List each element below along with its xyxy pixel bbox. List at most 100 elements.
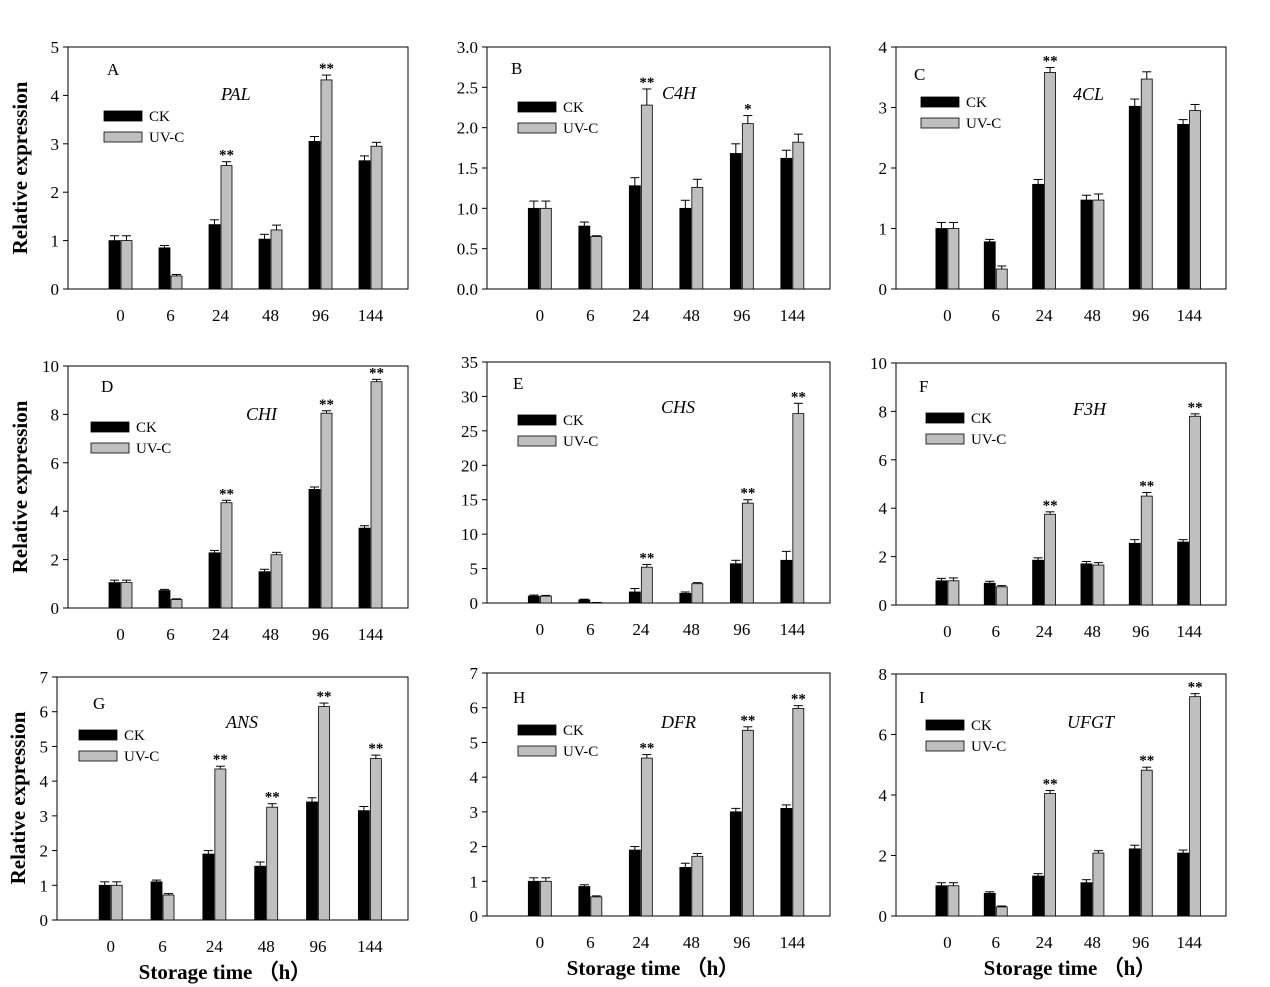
bar-ck: [306, 801, 318, 921]
significance-label: **: [319, 61, 334, 77]
legend-label-uvc: UV-C: [149, 130, 184, 146]
y-tick-label: 5: [470, 733, 479, 752]
bar-ck: [1128, 848, 1141, 917]
bar-uvc: [741, 729, 754, 917]
significance-label: **: [1043, 54, 1058, 70]
bar-uvc: [1140, 78, 1153, 290]
bar-uvc: [640, 566, 653, 604]
bar-ck: [308, 489, 321, 609]
bar-ck: [983, 582, 996, 606]
bar-uvc: [1044, 793, 1056, 917]
bar-uvc: [947, 228, 960, 290]
x-tick-label: 144: [358, 625, 384, 644]
x-tick-label: 6: [992, 933, 1001, 952]
y-tick-label: 4: [879, 38, 888, 57]
gene-name: CHS: [661, 397, 695, 417]
bar-ck: [935, 228, 948, 290]
bar-ck: [729, 153, 742, 290]
bar-uvc: [110, 884, 123, 921]
x-tick-label: 0: [536, 620, 545, 639]
y-tick-label: 3.0: [457, 38, 478, 57]
legend-swatch-uvc: [517, 745, 557, 757]
bar-ck: [780, 807, 793, 917]
y-tick-label: 6: [879, 726, 888, 745]
gene-name: PAL: [220, 84, 251, 104]
x-tick-label: 6: [586, 620, 595, 639]
bar-ck: [527, 207, 540, 290]
y-tick-label: 0: [470, 594, 479, 613]
bar-uvc: [162, 894, 175, 921]
y-tick-label: 6: [40, 703, 49, 722]
x-tick-label: 24: [632, 620, 650, 639]
bar-ck: [780, 559, 793, 604]
significance-label: **: [319, 397, 334, 413]
significance-label: **: [639, 741, 654, 757]
bar-ck: [358, 160, 371, 290]
bar-ck: [729, 563, 742, 604]
y-tick-label: 4: [40, 772, 49, 791]
bar-uvc: [1092, 564, 1105, 606]
legend-swatch-ck: [920, 96, 960, 108]
bar-uvc: [320, 79, 333, 290]
y-tick-label: 35: [461, 353, 478, 372]
legend-label-uvc: UV-C: [563, 434, 598, 450]
bar-uvc: [1092, 199, 1105, 290]
panel-a: 0 1 2 3 4 5 0 6 ** 24 48 ** 96 144 A PAL CK UV-C: [51, 38, 409, 325]
significance-label: **: [317, 689, 332, 705]
x-tick-label: 48: [1084, 306, 1101, 325]
bar-uvc: [170, 275, 183, 290]
x-tick-label: 96: [1132, 622, 1149, 641]
y-tick-label: 0: [51, 599, 60, 618]
bar-ck: [308, 140, 321, 290]
x-tick-label: 96: [733, 306, 750, 325]
x-tick-label: 48: [683, 306, 700, 325]
legend-label-ck: CK: [966, 95, 987, 111]
significance-label: **: [1188, 400, 1203, 416]
legend-swatch-uvc: [925, 740, 965, 752]
legend-label-uvc: UV-C: [971, 739, 1006, 755]
bar-ck: [1177, 541, 1189, 606]
y-tick-label: 0: [879, 907, 888, 926]
legend-swatch-ck: [517, 101, 557, 113]
x-axis-title: Storage time （h）: [139, 960, 312, 984]
legend-swatch-ck: [78, 729, 118, 741]
bar-ck: [358, 527, 371, 609]
legend-swatch-uvc: [103, 131, 143, 143]
bar-ck: [628, 591, 641, 604]
bar-ck: [1032, 559, 1044, 606]
significance-label: *: [744, 102, 752, 118]
bar-ck: [254, 865, 267, 921]
y-tick-label: 2: [40, 842, 49, 861]
y-tick-label: 2.5: [457, 78, 478, 97]
gene-name: F3H: [1072, 399, 1107, 419]
x-tick-label: 0: [116, 625, 125, 644]
x-tick-label: 0: [116, 306, 125, 325]
y-tick-label: 10: [870, 354, 887, 373]
legend-swatch-uvc: [78, 750, 118, 762]
y-tick-label: 3: [51, 135, 60, 154]
bar-ck: [108, 240, 121, 290]
y-tick-label: 3: [40, 807, 49, 826]
x-tick-label: 24: [212, 625, 230, 644]
y-tick-label: 6: [879, 451, 888, 470]
x-tick-label: 96: [733, 620, 750, 639]
legend-label-uvc: UV-C: [563, 744, 598, 760]
x-tick-label: 144: [1176, 622, 1202, 641]
plot-frame: [895, 362, 1227, 606]
plot-frame: [67, 46, 409, 290]
y-tick-label: 8: [51, 405, 60, 424]
significance-label: **: [1188, 680, 1203, 696]
y-tick-label: 2: [879, 847, 888, 866]
x-tick-label: 24: [632, 306, 650, 325]
bar-uvc: [214, 768, 227, 921]
y-tick-label: 2: [879, 159, 888, 178]
bar-ck: [983, 892, 996, 917]
bar-uvc: [590, 896, 603, 917]
plot-frame: [895, 673, 1227, 917]
bar-uvc: [266, 806, 279, 921]
legend-label-uvc: UV-C: [124, 749, 159, 765]
legend-label-uvc: UV-C: [966, 116, 1001, 132]
